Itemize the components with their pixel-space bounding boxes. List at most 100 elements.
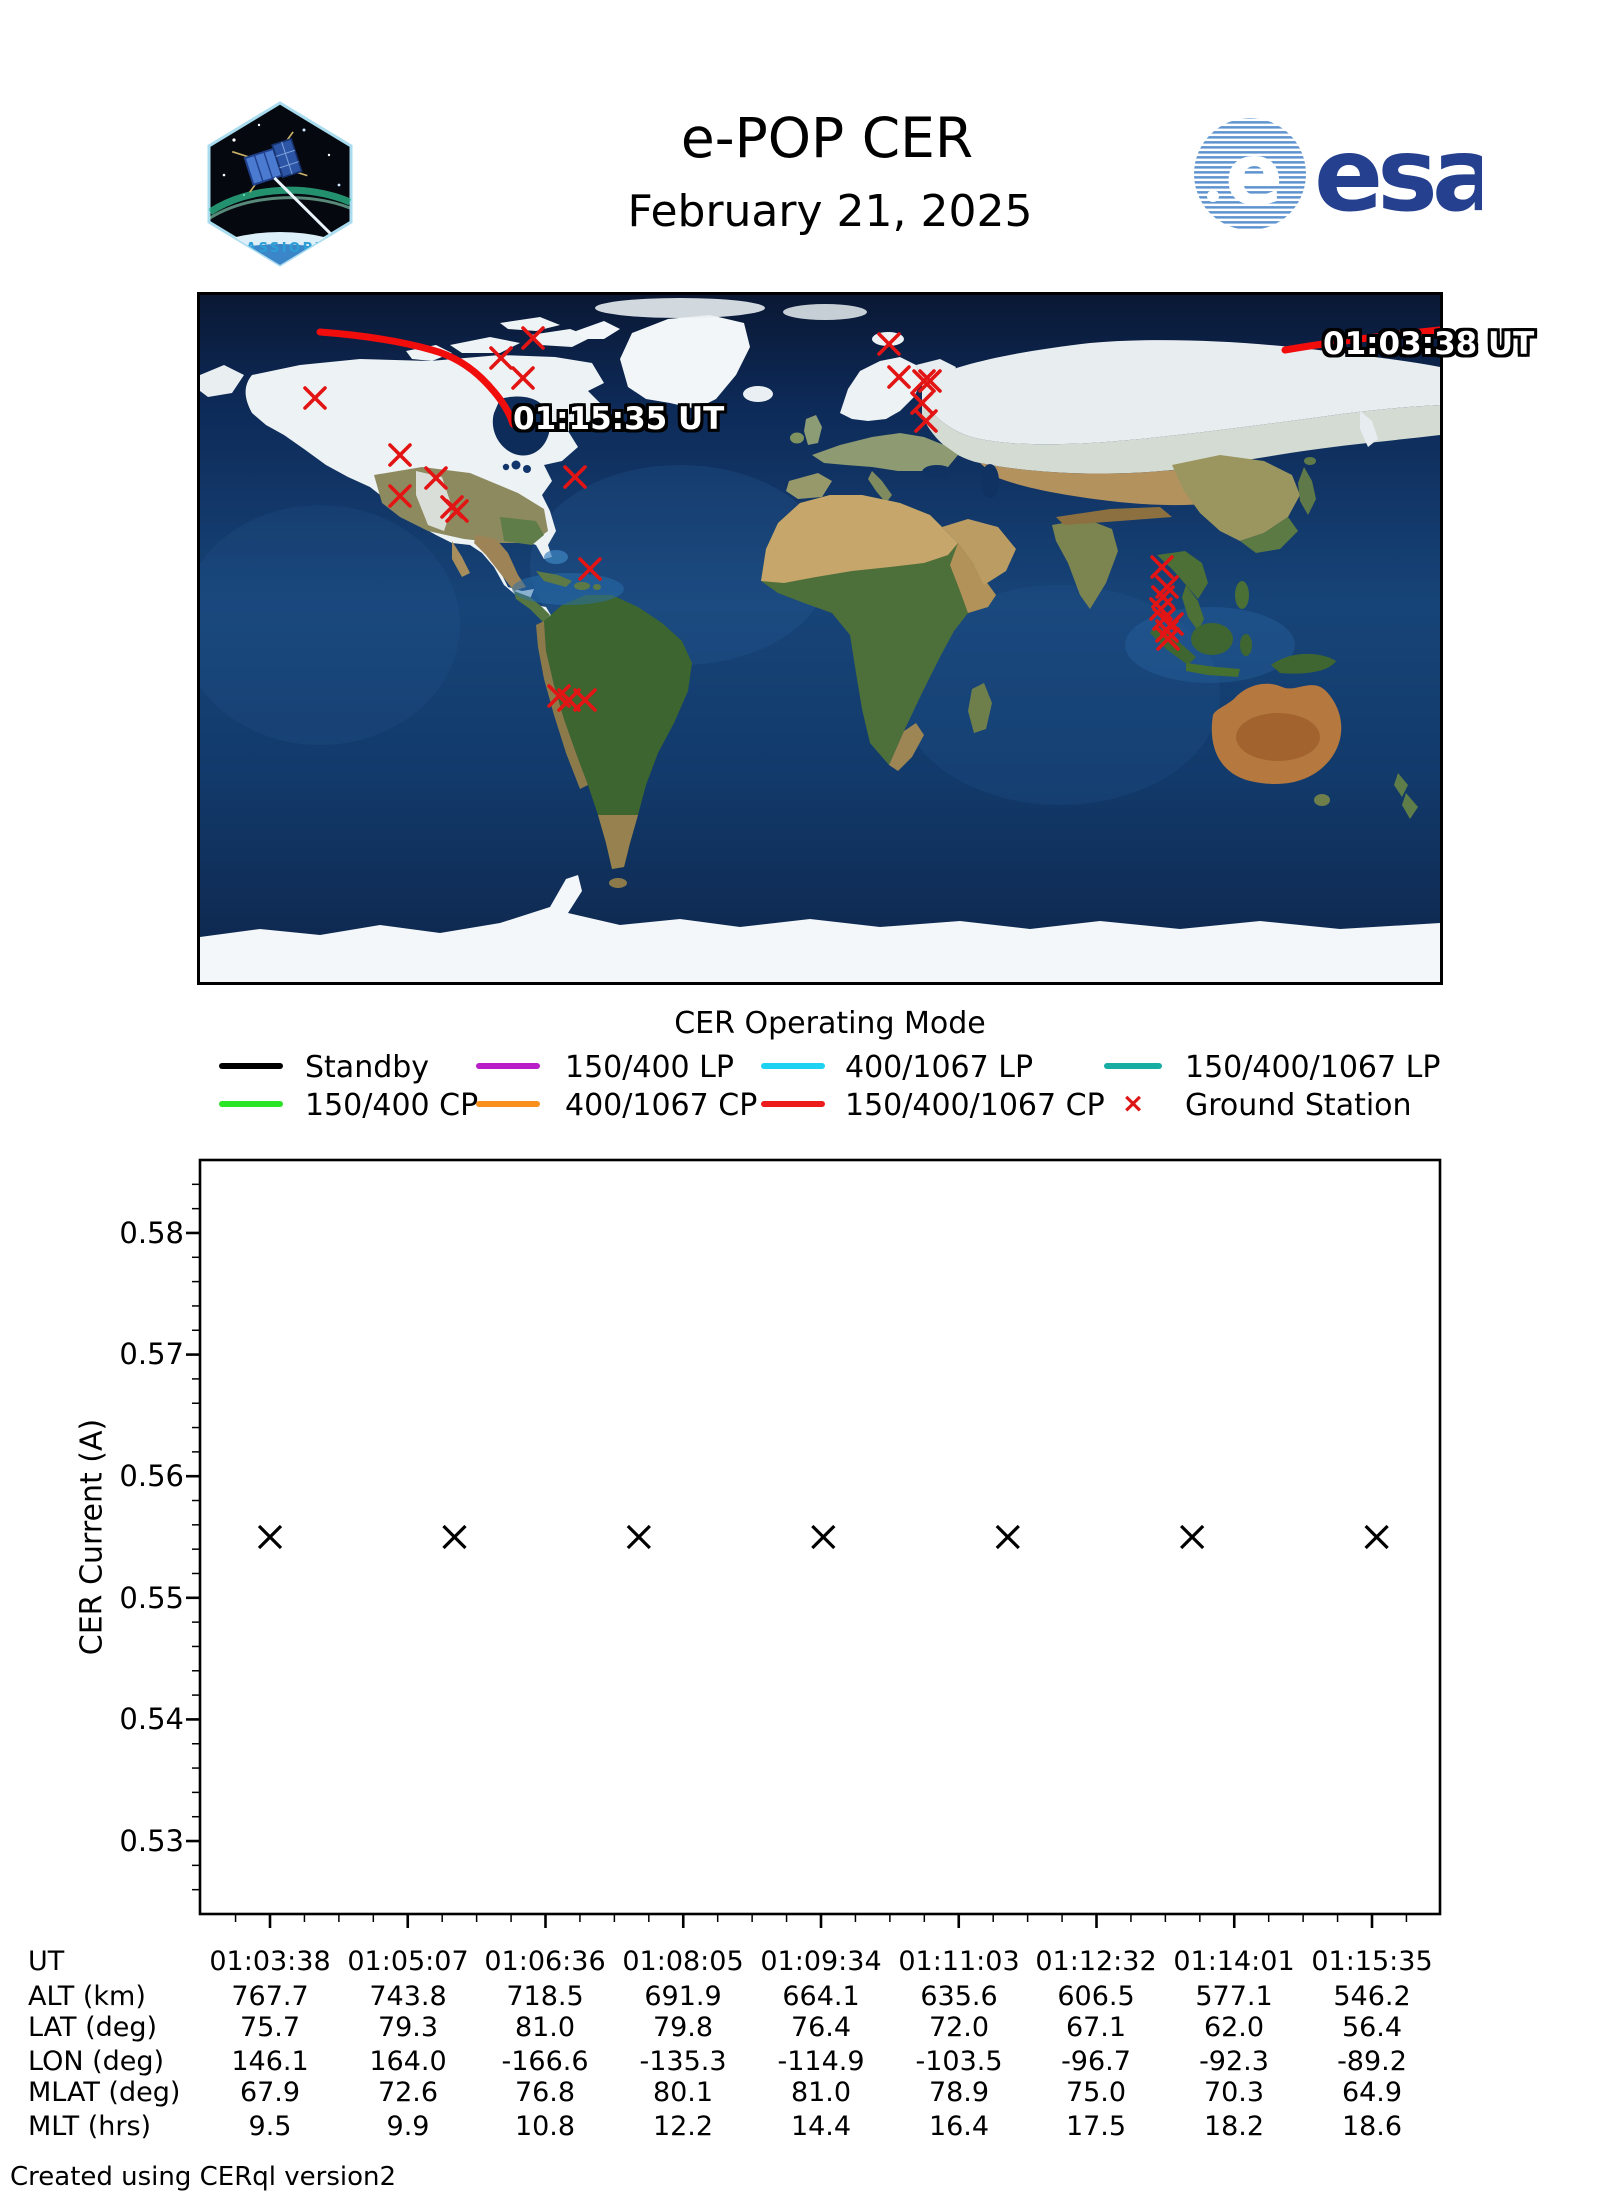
table-row-label: UT	[28, 1946, 65, 1977]
table-cell: 18.6	[1341, 2111, 1403, 2142]
table-cell: 01:14:01	[1173, 1946, 1295, 1977]
table-row-mlat: MLAT (deg) 67.9 72.6 76.8 80.1 81.0 78.9…	[0, 2077, 1600, 2109]
table-cell: 75.7	[239, 2012, 301, 2043]
page-title: e-POP CER	[427, 106, 1227, 170]
table-cell: 10.8	[514, 2111, 576, 2142]
table-cell: 76.4	[790, 2012, 852, 2043]
table-cell: 64.9	[1341, 2077, 1403, 2108]
table-cell: 16.4	[928, 2111, 990, 2142]
legend-swatch-standby	[219, 1063, 283, 1069]
legend-label-ground-station: Ground Station	[1185, 1088, 1412, 1123]
legend-ground-station-x-icon: ×	[1121, 1088, 1145, 1119]
table-cell: 146.1	[231, 2046, 309, 2077]
table-cell: 9.9	[386, 2111, 430, 2142]
legend-swatch-150-400-cp	[219, 1101, 283, 1107]
y-tick-label: 0.56	[119, 1459, 184, 1493]
legend-label-400-1067-cp: 400/1067 CP	[565, 1088, 758, 1123]
table-cell: -103.5	[915, 2046, 1003, 2077]
table-row-ut: UT 01:03:38 01:05:07 01:06:36 01:08:05 0…	[0, 1946, 1600, 1978]
table-cell: 01:15:35	[1311, 1946, 1433, 1977]
y-axis-label: CER Current (A)	[74, 1418, 110, 1656]
table-cell: 79.3	[377, 2012, 439, 2043]
chart-ticks-and-markers	[186, 1183, 1408, 1928]
table-cell: 75.0	[1065, 2077, 1127, 2108]
legend-swatch-150-400-1067-lp	[1104, 1063, 1162, 1069]
legend-label-standby: Standby	[305, 1050, 430, 1085]
legend-label-400-1067-lp: 400/1067 LP	[845, 1050, 1034, 1085]
table-cell: 12.2	[652, 2111, 714, 2142]
trajectory-segment-west	[316, 328, 517, 428]
table-cell: 546.2	[1333, 1981, 1411, 2012]
pass-start-time-label: 01:03:38 UT	[1323, 326, 1535, 362]
table-cell: 743.8	[369, 1981, 447, 2012]
cassiope-mission-patch: CASSIOPE	[207, 101, 353, 267]
table-row-label: MLT (hrs)	[28, 2111, 152, 2142]
pass-end-time-label: 01:15:35 UT	[513, 401, 725, 437]
table-cell: 01:12:32	[1035, 1946, 1157, 1977]
table-cell: 01:06:36	[484, 1946, 606, 1977]
y-tick-label: 0.53	[119, 1824, 184, 1858]
table-row-label: LAT (deg)	[28, 2012, 158, 2043]
legend-swatch-400-1067-lp	[761, 1063, 825, 1069]
table-cell: 67.1	[1065, 2012, 1127, 2043]
y-tick-label: 0.54	[119, 1702, 184, 1736]
table-cell: 17.5	[1065, 2111, 1127, 2142]
legend-title: CER Operating Mode	[674, 1006, 986, 1041]
legend-label-150-400-lp: 150/400 LP	[565, 1050, 734, 1085]
table-cell: 62.0	[1203, 2012, 1265, 2043]
data-point-x-marker	[1180, 1524, 1205, 1550]
table-cell: -92.3	[1199, 2046, 1269, 2077]
table-cell: 72.0	[928, 2012, 990, 2043]
satellite-trajectory	[316, 326, 1444, 428]
world-map	[180, 295, 1444, 982]
table-cell: 01:03:38	[209, 1946, 331, 1977]
y-tick-label: 0.58	[119, 1216, 184, 1250]
table-cell: 9.5	[248, 2111, 292, 2142]
table-cell: -96.7	[1061, 2046, 1131, 2077]
mission-title: e-POP CER	[680, 106, 974, 170]
table-cell: 664.1	[782, 1981, 860, 2012]
table-cell: 164.0	[369, 2046, 447, 2077]
table-cell: 70.3	[1203, 2077, 1265, 2108]
credit-note: Created using CERql version2	[10, 2162, 397, 2192]
data-point-x-marker	[626, 1524, 651, 1550]
data-point-x-marker	[1364, 1524, 1389, 1550]
trajectory-segment-east	[1281, 326, 1444, 354]
table-cell: 79.8	[652, 2012, 714, 2043]
esa-globe-dot	[1207, 190, 1219, 202]
table-cell: 01:09:34	[760, 1946, 882, 1977]
table-cell: 691.9	[644, 1981, 722, 2012]
table-cell: 78.9	[928, 2077, 990, 2108]
esa-globe-icon	[1194, 118, 1306, 230]
table-row-lon: LON (deg) 146.1 164.0 -166.6 -135.3 -114…	[0, 2046, 1600, 2078]
table-row-lat: LAT (deg) 75.7 79.3 81.0 79.8 76.4 72.0 …	[0, 2012, 1600, 2044]
table-cell: 80.1	[652, 2077, 714, 2108]
data-point-x-marker	[442, 1524, 467, 1550]
table-cell: 56.4	[1341, 2012, 1403, 2043]
legend-swatch-150-400-lp	[476, 1063, 540, 1069]
cer-current-chart	[186, 1158, 1442, 1928]
table-cell: -135.3	[639, 2046, 727, 2077]
esa-globe-letter: e	[1225, 125, 1283, 225]
data-point-x-marker	[257, 1524, 283, 1550]
table-cell: 81.0	[790, 2077, 852, 2108]
table-cell: 01:05:07	[347, 1946, 469, 1977]
table-cell: 718.5	[506, 1981, 584, 2012]
table-cell: 01:11:03	[898, 1946, 1020, 1977]
table-cell: 76.8	[514, 2077, 576, 2108]
date-label: February 21, 2025	[627, 186, 1033, 237]
y-tick-label: 0.57	[119, 1337, 184, 1371]
table-cell: -166.6	[501, 2046, 589, 2077]
table-cell: -114.9	[777, 2046, 865, 2077]
legend-label-150-400-1067-lp: 150/400/1067 LP	[1185, 1050, 1441, 1085]
y-tick-label: 0.55	[119, 1581, 184, 1615]
plot-frame	[198, 1158, 1442, 1916]
table-row-label: ALT (km)	[28, 1981, 146, 2012]
world-map-panel	[180, 292, 1444, 985]
table-cell: 767.7	[231, 1981, 309, 2012]
legend-label-150-400-1067-cp: 150/400/1067 CP	[845, 1088, 1105, 1123]
table-cell: 72.6	[377, 2077, 439, 2108]
table-row-mlt: MLT (hrs) 9.5 9.9 10.8 12.2 14.4 16.4 17…	[0, 2111, 1600, 2143]
table-cell: 577.1	[1195, 1981, 1273, 2012]
table-cell: 14.4	[790, 2111, 852, 2142]
